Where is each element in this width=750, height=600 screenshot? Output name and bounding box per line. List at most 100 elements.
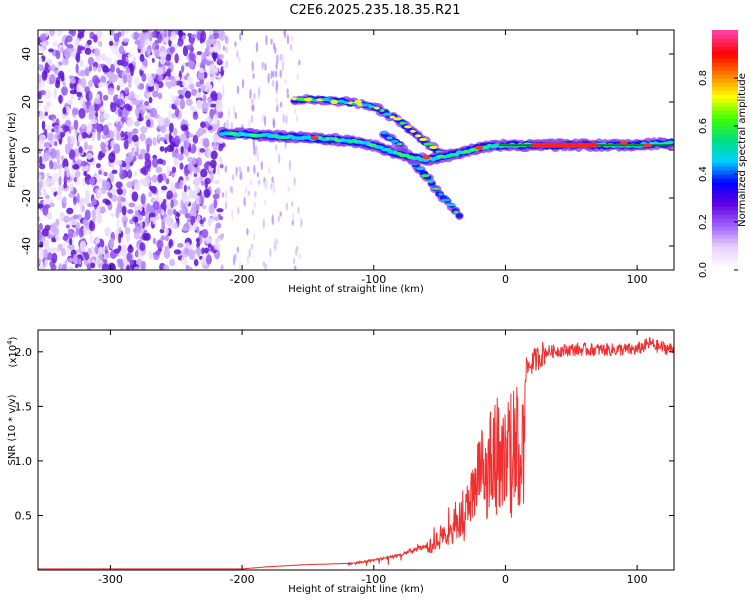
noise-blob (86, 152, 93, 160)
noise-blob (276, 102, 279, 113)
colorbar-band (712, 98, 738, 103)
noise-blob (92, 75, 100, 85)
noise-blob (155, 166, 163, 174)
noise-blob (39, 263, 45, 270)
spectrogram-marks (38, 30, 674, 270)
noise-blob (292, 257, 296, 265)
noise-blob (116, 203, 121, 213)
noise-blob (243, 196, 246, 207)
noise-blob (181, 255, 188, 266)
hot-spot (310, 136, 319, 140)
colorbar-bands (712, 30, 738, 271)
noise-blob (258, 179, 261, 186)
noise-blob (95, 257, 102, 265)
noise-blob (215, 222, 222, 229)
colorbar-band (712, 266, 738, 271)
noise-blob (249, 88, 252, 99)
noise-blob (287, 186, 290, 193)
noise-blob (238, 261, 242, 270)
noise-blob (189, 209, 196, 217)
noise-blob (252, 73, 255, 79)
noise-blob (183, 184, 187, 193)
noise-blob (172, 208, 177, 216)
noise-blob (56, 163, 63, 169)
noise-blob (196, 129, 201, 138)
noise-blob (80, 123, 87, 130)
noise-blob (166, 165, 171, 176)
spectrogram-y-tick-label: 0 (20, 147, 33, 154)
noise-blob (159, 30, 164, 35)
noise-blob (120, 130, 125, 138)
noise-blob (134, 120, 141, 127)
noise-blob (102, 124, 109, 136)
noise-blob (291, 201, 294, 207)
noise-blob (38, 216, 41, 222)
noise-blob (254, 190, 257, 198)
noise-blob (92, 212, 96, 223)
snr-y-axis: 0.5 1.0 1.5 2.0 (15, 346, 674, 522)
noise-blob (246, 228, 249, 236)
noise-blob (279, 211, 282, 217)
noise-blob (98, 40, 103, 47)
noise-blob (218, 54, 225, 60)
noise-blob (39, 111, 46, 120)
noise-blob (160, 56, 166, 65)
noise-blob (185, 98, 193, 106)
noise-blob (286, 93, 290, 99)
noise-blob (163, 248, 171, 259)
noise-blob (120, 116, 126, 123)
noise-blob (146, 92, 151, 99)
noise-blob (126, 131, 134, 137)
noise-blob (126, 118, 134, 128)
noise-blob (275, 80, 279, 91)
noise-blob (79, 98, 85, 104)
noise-blob (148, 250, 152, 259)
noise-blob (203, 162, 209, 170)
noise-blob (87, 144, 93, 151)
noise-blob (217, 92, 223, 101)
noise-blob (226, 35, 229, 45)
noise-blob (72, 255, 79, 264)
noise-blob (293, 177, 296, 186)
noise-blob (207, 243, 212, 248)
noise-blob (163, 37, 169, 43)
noise-blob (224, 165, 228, 174)
noise-blob (263, 115, 267, 127)
noise-blob (175, 212, 181, 218)
noise-blob (295, 114, 299, 123)
noise-blob (95, 111, 99, 118)
colorbar-band (712, 190, 738, 195)
noise-blob (241, 78, 245, 89)
colorbar: 0.0 0.2 0.4 0.6 0.8 Normalized spectral ampl… (698, 30, 748, 278)
noise-blob (146, 144, 150, 153)
noise-blob (80, 160, 88, 167)
noise-blob (181, 64, 185, 73)
noise-blob (171, 95, 177, 101)
noise-blob (144, 158, 152, 169)
noise-blob (88, 104, 95, 113)
colorbar-band (712, 70, 738, 75)
noise-blob (77, 32, 85, 39)
noise-blob (111, 194, 118, 202)
noise-blob (253, 202, 257, 208)
noise-blob (231, 208, 234, 220)
noise-blob (48, 202, 55, 208)
noise-blob (136, 226, 141, 234)
noise-blob (123, 139, 129, 150)
main-track-core (667, 140, 674, 145)
colorbar-band (712, 114, 738, 119)
noise-blob (201, 204, 207, 209)
noise-blob (194, 176, 201, 188)
noise-blob (104, 137, 109, 147)
noise-blob (195, 204, 200, 211)
noise-blob (96, 123, 102, 134)
noise-blob (84, 47, 92, 55)
noise-blob (51, 161, 58, 170)
noise-blob (79, 240, 87, 252)
noise-blob (45, 177, 53, 188)
colorbar-band (712, 58, 738, 63)
colorbar-tick-label: 0.2 (698, 214, 709, 230)
noise-blob (45, 194, 50, 200)
noise-blob (271, 214, 274, 226)
noise-blob (174, 53, 179, 64)
